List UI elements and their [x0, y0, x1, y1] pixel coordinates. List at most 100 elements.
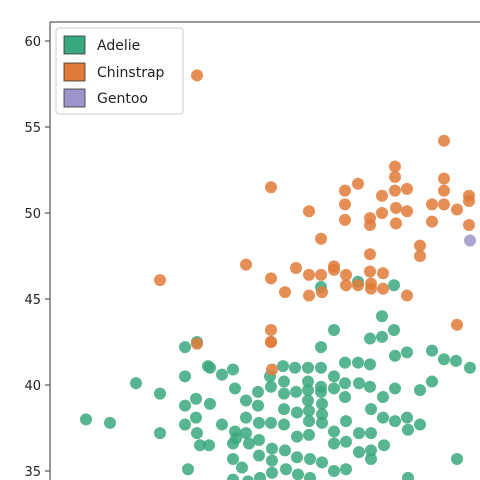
data-point-adelie [254, 471, 266, 480]
data-point-adelie [328, 425, 340, 438]
data-point-adelie [252, 399, 264, 412]
data-point-chinstrap [339, 184, 351, 197]
data-point-adelie [365, 452, 377, 465]
data-point-adelie [203, 439, 215, 452]
data-point-adelie [402, 423, 414, 436]
data-point-chinstrap [426, 215, 438, 228]
data-point-adelie [316, 397, 328, 410]
data-point-adelie [303, 428, 315, 441]
data-point-adelie [291, 430, 303, 443]
data-point-adelie [353, 377, 365, 390]
data-point-adelie [464, 361, 476, 374]
data-point-adelie [253, 449, 265, 462]
data-point-adelie [191, 427, 203, 440]
data-point-chinstrap [290, 262, 302, 275]
data-point-adelie [401, 411, 413, 424]
data-point-chinstrap [316, 286, 328, 299]
data-point-chinstrap [438, 134, 450, 147]
data-point-chinstrap [265, 272, 277, 285]
legend-label-adelie: Adelie [97, 38, 140, 54]
legend-label-gentoo: Gentoo [97, 91, 148, 107]
data-point-chinstrap [340, 268, 352, 281]
data-point-adelie [182, 463, 194, 476]
data-point-adelie [230, 432, 242, 445]
data-point-adelie [402, 471, 414, 480]
data-point-chinstrap [303, 205, 315, 218]
data-point-adelie [389, 415, 401, 428]
data-point-chinstrap [426, 198, 438, 211]
data-point-adelie [240, 411, 252, 424]
data-point-chinstrap [279, 286, 291, 299]
data-point-chinstrap [315, 232, 327, 245]
data-point-adelie [130, 377, 142, 390]
legend-swatch-adelie [63, 35, 86, 55]
data-point-adelie [328, 437, 340, 450]
data-point-chinstrap [265, 323, 277, 336]
data-point-adelie [302, 361, 314, 374]
data-point-adelie [154, 427, 166, 440]
data-point-chinstrap [191, 69, 203, 82]
y-tick-label: 35 [24, 465, 41, 480]
data-point-adelie [279, 444, 291, 457]
data-point-adelie [266, 454, 278, 467]
data-point-adelie [414, 384, 426, 397]
data-point-adelie [316, 456, 328, 469]
data-point-chinstrap [340, 279, 352, 292]
data-point-adelie [353, 427, 365, 440]
data-point-chinstrap [390, 201, 402, 214]
data-point-chinstrap [389, 160, 401, 173]
data-point-adelie [265, 416, 277, 429]
data-point-adelie [292, 468, 304, 480]
data-point-adelie [104, 416, 116, 429]
data-point-adelie [290, 385, 302, 398]
y-tick-label: 60 [24, 35, 41, 50]
data-point-chinstrap [377, 267, 389, 280]
data-point-chinstrap [154, 274, 166, 287]
data-point-adelie [278, 418, 290, 431]
data-point-adelie [266, 442, 278, 455]
data-point-chinstrap [328, 263, 340, 276]
data-point-adelie [377, 391, 389, 404]
y-tick-label: 40 [24, 379, 41, 394]
data-point-chinstrap [339, 198, 351, 211]
data-point-adelie [236, 461, 248, 474]
data-point-chinstrap [451, 318, 463, 331]
legend: Adelie Chinstrap Gentoo [55, 27, 184, 115]
data-point-adelie [302, 394, 314, 407]
data-point-adelie [426, 344, 438, 357]
data-point-adelie [204, 397, 216, 410]
data-point-adelie [377, 411, 389, 424]
data-point-adelie [80, 413, 92, 426]
data-point-adelie [265, 380, 277, 393]
data-point-adelie [179, 341, 191, 354]
data-point-adelie [352, 356, 364, 369]
data-point-chinstrap [463, 194, 475, 207]
data-point-adelie [339, 377, 351, 390]
data-point-adelie [438, 353, 450, 366]
data-point-adelie [289, 361, 301, 374]
data-point-adelie [364, 380, 376, 393]
data-point-adelie [339, 391, 351, 404]
data-point-chinstrap [376, 207, 388, 219]
data-point-adelie [304, 452, 316, 465]
data-point-chinstrap [390, 217, 402, 230]
data-point-adelie [328, 370, 340, 383]
y-tick-label: 50 [24, 207, 41, 222]
data-point-adelie [328, 382, 340, 395]
data-point-adelie [365, 403, 377, 416]
data-point-adelie [227, 452, 239, 465]
data-point-chinstrap [365, 282, 377, 295]
data-point-adelie [243, 437, 255, 450]
data-point-adelie [278, 375, 290, 388]
data-point-adelie [316, 408, 328, 421]
data-point-adelie [315, 361, 327, 374]
y-tick-label: 45 [24, 293, 41, 308]
y-tick-label: 55 [24, 121, 41, 136]
data-point-adelie [278, 403, 290, 416]
data-point-chinstrap [451, 203, 463, 216]
data-point-adelie [389, 349, 401, 362]
data-point-adelie [229, 382, 241, 395]
data-point-adelie [179, 370, 191, 383]
data-point-adelie [401, 346, 413, 359]
data-point-chinstrap [389, 170, 401, 183]
